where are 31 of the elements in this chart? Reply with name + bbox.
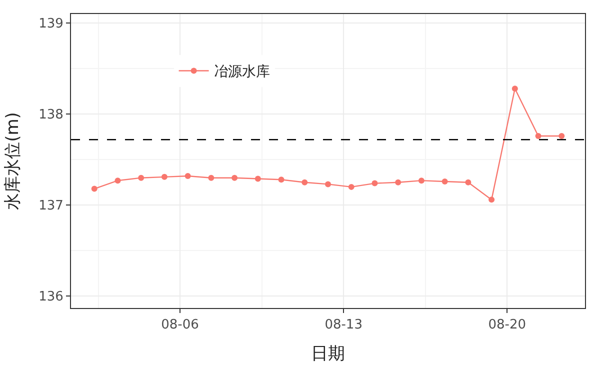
point [254,176,261,182]
point [325,181,331,188]
point [114,178,121,184]
legend-label: 冶源水库 [214,64,270,80]
point [558,132,565,139]
point [465,179,472,186]
y-tick-label: 139 [38,16,64,32]
point [535,132,542,139]
x-tick-label: 08-13 [324,318,362,333]
point [302,179,308,186]
y-tick-label: 136 [38,290,64,305]
point [372,180,378,186]
point [512,86,518,92]
point [442,178,448,184]
point [232,174,238,181]
point [278,176,284,183]
x-tick-label: 08-06 [161,318,199,333]
point [161,174,168,180]
point [184,173,191,180]
x-axis-title: 日期 [311,344,345,364]
y-tick-label: 137 [38,198,64,214]
y-axis-title: 水库水位(m) [3,112,24,210]
point [208,174,214,181]
point [418,178,424,184]
y-tick-label: 138 [38,108,64,123]
point [348,184,354,190]
point [395,179,402,186]
point [138,174,144,181]
point [91,186,98,192]
point [488,196,495,203]
x-tick-label: 08-20 [488,318,526,333]
